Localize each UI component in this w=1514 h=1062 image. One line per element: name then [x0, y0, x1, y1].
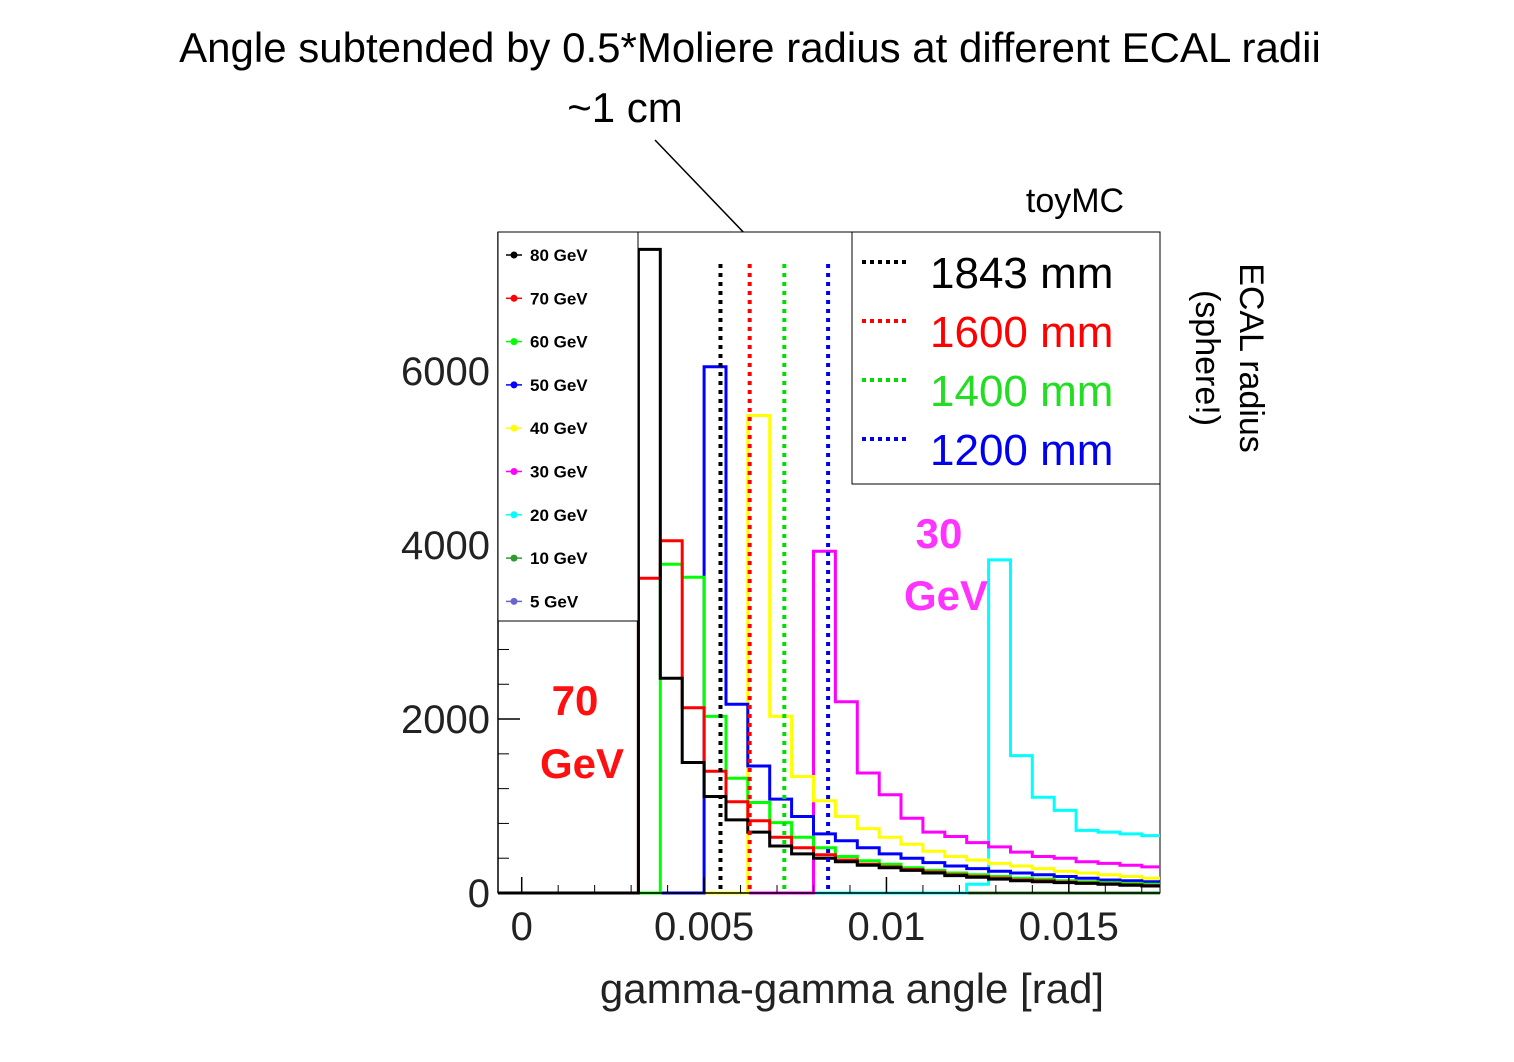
x-tick-label: 0.01: [848, 905, 926, 949]
ecal-radius-label-line1: ECAL radius: [1232, 263, 1270, 453]
legend-label-40-gev: 40 GeV: [530, 419, 588, 438]
toymc-label: toyMC: [1026, 182, 1124, 220]
radius-legend-label-1200-mm: 1200 mm: [930, 426, 1113, 475]
legend-marker-10-gev: [510, 554, 518, 562]
axis-ticks: 0 0.005 0.01 0.015 0 2000 4000 6000: [401, 266, 1143, 949]
slide-title: Angle subtended by 0.5*Moliere radius at…: [179, 24, 1321, 71]
annotation-70-gev-unit: GeV: [540, 740, 624, 787]
legend-marker-80-gev: [510, 251, 518, 259]
legend-marker-30-gev: [510, 468, 518, 475]
y-tick-label: 6000: [401, 350, 490, 394]
legend-label-10-gev: 10 GeV: [530, 549, 588, 568]
y-tick-label: 2000: [401, 698, 490, 742]
annotation-30-gev-value: 30: [916, 510, 963, 557]
legend-marker-60-gev: [510, 338, 518, 346]
legend-label-20-gev: 20 GeV: [530, 506, 588, 525]
legend-marker-40-gev: [510, 424, 518, 432]
radius-legend: 1843 mm 1600 mm 1400 mm 1200 mm: [862, 249, 1113, 475]
legend-label-5-gev: 5 GeV: [530, 592, 579, 611]
ecal-radius-label: ECAL radius (sphere!): [1188, 263, 1270, 453]
x-tick-label: 0.015: [1019, 905, 1119, 949]
radius-legend-label-1400-mm: 1400 mm: [930, 367, 1113, 416]
legend-marker-20-gev: [510, 511, 518, 519]
x-axis-label: gamma-gamma angle [rad]: [600, 965, 1104, 1012]
legend-marker-50-gev: [510, 381, 518, 389]
legend-label-50-gev: 50 GeV: [530, 376, 588, 395]
x-tick-label: 0.005: [654, 905, 754, 949]
ecal-radius-label-line2: (sphere!): [1188, 290, 1226, 426]
annotation-70-gev-value: 70: [552, 677, 599, 724]
legend-label-70-gev: 70 GeV: [530, 289, 588, 308]
x-tick-label: 0: [511, 905, 533, 949]
radius-legend-label-1843-mm: 1843 mm: [930, 249, 1113, 298]
callout-label: ~1 cm: [567, 84, 683, 131]
reference-lines-layer: [718, 264, 831, 893]
radius-legend-box: [851, 231, 1161, 485]
radius-legend-label-1600-mm: 1600 mm: [930, 308, 1113, 357]
y-tick-label: 4000: [401, 524, 490, 568]
legend-marker-70-gev: [510, 294, 518, 302]
energy-legend: 80 GeV 70 GeV 60 GeV 50 GeV 40 GeV 30 GeV 20 G…: [506, 246, 588, 611]
y-tick-label: 0: [468, 872, 490, 916]
annotation-30-gev-unit: GeV: [904, 572, 988, 619]
legend-label-80-gev: 80 GeV: [530, 246, 588, 265]
legend-label-30-gev: 30 GeV: [530, 463, 588, 482]
legend-marker-5-gev: [510, 597, 518, 605]
energy-legend-box: [497, 231, 639, 622]
histogram-50-gev: [498, 365, 1160, 895]
legend-label-60-gev: 60 GeV: [530, 333, 588, 352]
